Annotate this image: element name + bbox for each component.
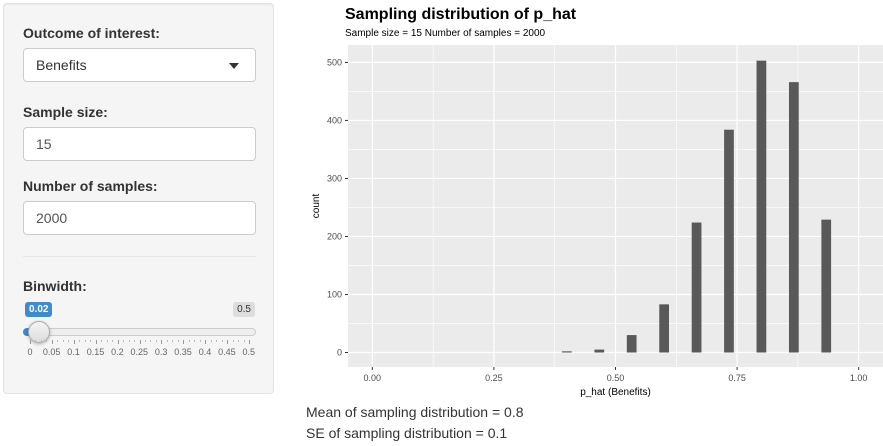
- slider-tick-label: 0.05: [42, 347, 61, 357]
- slider-tick-label: 0.5: [242, 347, 256, 357]
- histogram-bar: [691, 222, 702, 353]
- slider-minor-tick: [144, 340, 146, 342]
- x-tick-label: 0.00: [364, 373, 382, 383]
- slider-tick: [95, 340, 97, 344]
- slider-minor-tick: [216, 340, 218, 342]
- slider-minor-tick: [106, 340, 108, 342]
- y-tick-label: 400: [327, 115, 342, 125]
- slider-minor-tick: [221, 340, 223, 342]
- slider-tick: [30, 340, 31, 344]
- slider-ticks: 0 0.05 0.1 0.15 0.2 0.25 0.3 0.35 0.4 0.45 0.5: [23, 340, 263, 360]
- sidebar-panel: Outcome of interest: Benefits Sample siz…: [3, 3, 274, 394]
- slider-tick: [161, 340, 163, 344]
- slider-minor-tick: [46, 340, 48, 342]
- slider-tick-label: 0.35: [174, 347, 192, 357]
- x-tick-label: 0.25: [485, 373, 503, 383]
- histogram-bar: [626, 335, 637, 353]
- histogram-bar: [659, 304, 669, 353]
- slider-minor-tick: [57, 340, 59, 342]
- slider-tick: [117, 340, 119, 344]
- slider-tick: [73, 340, 75, 344]
- slider-minor-tick: [40, 340, 42, 342]
- histogram-bar: [821, 219, 832, 353]
- slider-tick: [183, 340, 185, 344]
- binwidth-label: Binwidth:: [23, 278, 87, 294]
- x-tick-label: 0.75: [728, 373, 746, 383]
- slider-minor-tick: [166, 340, 168, 342]
- y-tick-label: 100: [327, 289, 342, 299]
- slider-track[interactable]: [23, 328, 256, 336]
- chevron-down-icon: [229, 63, 239, 69]
- histogram-bar: [724, 129, 734, 353]
- sample-size-input[interactable]: [23, 127, 256, 161]
- mean-stat: Mean of sampling distribution = 0.8: [306, 404, 524, 420]
- histogram-bar: [594, 349, 605, 353]
- histogram-bar: [756, 60, 767, 353]
- slider-tick-label: 0.2: [111, 347, 124, 357]
- num-samples-input[interactable]: [23, 201, 256, 235]
- sample-size-label: Sample size:: [23, 104, 108, 120]
- x-axis-label: p_hat (Benefits): [580, 387, 651, 398]
- slider-minor-tick: [155, 340, 157, 342]
- slider-minor-tick: [35, 340, 37, 342]
- slider-minor-tick: [128, 340, 130, 342]
- se-stat: SE of sampling distribution = 0.1: [306, 425, 508, 441]
- slider-minor-tick: [134, 340, 136, 342]
- slider-tick-label: 0.3: [154, 347, 168, 357]
- slider-minor-tick: [90, 340, 92, 342]
- binwidth-slider[interactable]: 0.02 0.5 0 0.05 0.1 0.15 0.2 0.25 0.3 0.35 0.4 0.…: [23, 302, 263, 362]
- divider: [23, 256, 256, 257]
- y-tick-label: 300: [327, 173, 342, 183]
- y-axis-label: count: [311, 194, 322, 219]
- slider-tick-label: 0.15: [86, 347, 105, 357]
- slider-minor-tick: [84, 340, 86, 342]
- slider-tick: [249, 340, 250, 344]
- y-tick-label: 200: [327, 231, 342, 241]
- num-samples-label: Number of samples:: [23, 178, 158, 194]
- binwidth-value-bubble: 0.02: [25, 302, 53, 317]
- slider-minor-tick: [199, 340, 201, 342]
- slider-minor-tick: [62, 340, 64, 342]
- slider-minor-tick: [177, 340, 179, 342]
- slider-tick-label: 0.45: [218, 347, 236, 357]
- slider-minor-tick: [188, 340, 190, 342]
- x-tick-label: 1.00: [850, 373, 868, 383]
- slider-minor-tick: [172, 340, 174, 342]
- outcome-select[interactable]: Benefits: [23, 48, 256, 82]
- histogram-bar: [788, 82, 799, 353]
- slider-tick-label: 0.25: [130, 347, 149, 357]
- slider-tick-label: 0: [27, 347, 33, 357]
- slider-tick: [205, 340, 207, 344]
- sampling-distribution-chart: 0.00 0.25 0.50 0.75 1.00 0 100 200 300 400 500 p_ha…: [311, 45, 883, 398]
- slider-minor-tick: [123, 340, 125, 342]
- y-tick-label: 500: [327, 57, 342, 67]
- slider-minor-tick: [101, 340, 103, 342]
- slider-minor-tick: [238, 340, 240, 342]
- slider-minor-tick: [232, 340, 234, 342]
- chart-subtitle: Sample size = 15 Number of samples = 200…: [345, 28, 546, 39]
- slider-tick-label: 0.4: [198, 347, 212, 357]
- slider-minor-tick: [112, 340, 114, 342]
- slider-minor-tick: [68, 340, 70, 342]
- chart-title: Sampling distribution of p_hat: [345, 6, 577, 23]
- slider-tick: [51, 340, 53, 344]
- histogram-bar: [562, 351, 572, 353]
- slider-minor-tick: [210, 340, 212, 342]
- slider-tick: [139, 340, 141, 344]
- outcome-selected-value: Benefits: [36, 57, 87, 73]
- slider-handle[interactable]: [27, 321, 50, 343]
- binwidth-max-bubble: 0.5: [233, 302, 255, 317]
- outcome-label: Outcome of interest:: [23, 25, 160, 41]
- slider-minor-tick: [194, 340, 196, 342]
- slider-minor-tick: [79, 340, 81, 342]
- slider-minor-tick: [243, 340, 245, 342]
- slider-tick-label: 0.1: [67, 347, 80, 357]
- x-tick-label: 0.50: [607, 373, 625, 383]
- slider-tick: [227, 340, 229, 344]
- y-tick-label: 0: [337, 347, 342, 357]
- slider-minor-tick: [150, 340, 152, 342]
